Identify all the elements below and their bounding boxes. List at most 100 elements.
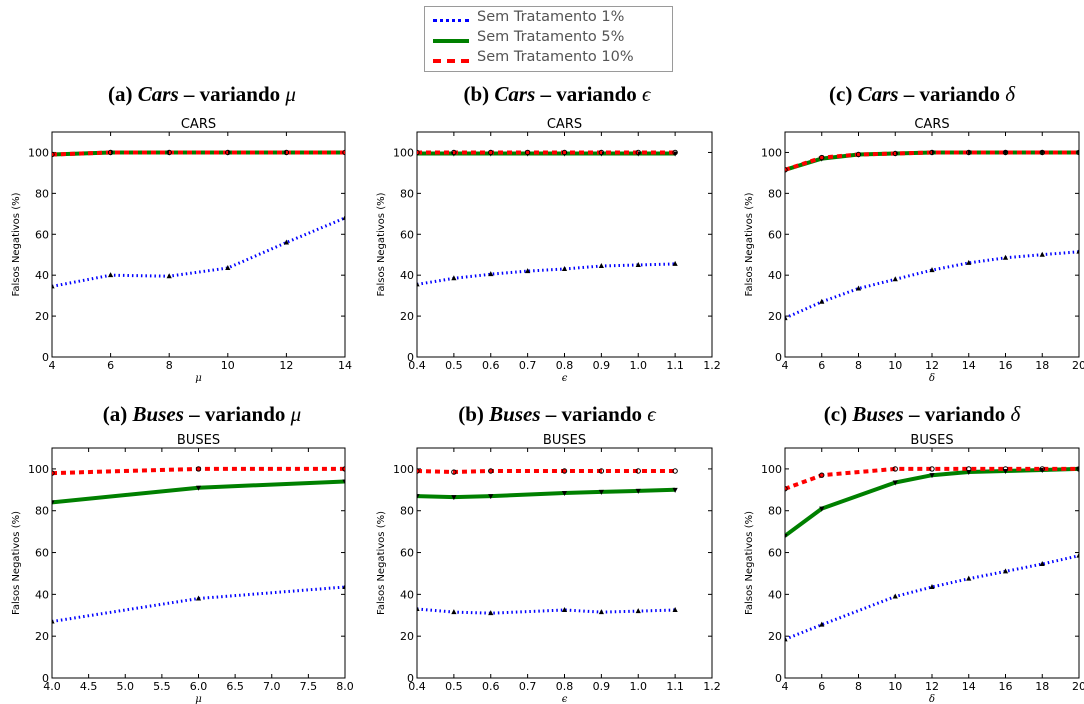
x-tick-label: 8 bbox=[166, 359, 173, 372]
y-tick-label: 40 bbox=[400, 588, 414, 601]
data-point bbox=[561, 607, 568, 613]
series-1pct bbox=[52, 214, 345, 289]
data-point bbox=[1039, 150, 1045, 156]
y-tick-label: 100 bbox=[28, 146, 49, 159]
data-point bbox=[417, 149, 420, 156]
x-tick-label: 6 bbox=[107, 359, 114, 372]
data-point bbox=[1076, 466, 1079, 472]
data-point bbox=[488, 494, 494, 500]
x-tick-label: 8 bbox=[855, 359, 862, 372]
x-tick-label: 10 bbox=[888, 680, 902, 693]
x-tick-label: 0.4 bbox=[408, 680, 426, 693]
data-point bbox=[892, 276, 898, 282]
data-point bbox=[561, 149, 568, 156]
x-tick-label: 12 bbox=[925, 359, 939, 372]
data-point bbox=[785, 486, 788, 492]
y-tick-label: 0 bbox=[42, 351, 49, 364]
plot-frame bbox=[784, 131, 1080, 358]
data-point bbox=[929, 149, 935, 156]
series-10pct bbox=[417, 468, 678, 475]
caption-symbol: μ bbox=[290, 402, 302, 426]
x-tick-label: 5.5 bbox=[153, 680, 171, 693]
x-tick-label: 0.5 bbox=[445, 680, 463, 693]
caption-symbol: δ bbox=[1010, 402, 1021, 426]
data-point bbox=[417, 281, 420, 287]
y-tick-label: 20 bbox=[35, 630, 49, 643]
data-point bbox=[785, 167, 788, 173]
series-10pct bbox=[785, 149, 1079, 173]
legend-label-1pct: Sem Tratamento 1% bbox=[477, 9, 625, 25]
x-tick-label: 1.2 bbox=[703, 680, 721, 693]
data-point bbox=[892, 150, 898, 157]
data-point bbox=[561, 266, 568, 272]
y-tick-label: 60 bbox=[768, 228, 782, 241]
data-point bbox=[966, 466, 972, 472]
x-tick-label: 1.1 bbox=[666, 359, 684, 372]
data-point bbox=[892, 480, 898, 486]
caption-cars-delta: (c) Cars – variando δ bbox=[742, 82, 1084, 107]
x-tick-label: 10 bbox=[888, 359, 902, 372]
x-tick-label: 1.2 bbox=[703, 359, 721, 372]
x-tick-label: 18 bbox=[1035, 680, 1049, 693]
data-point bbox=[488, 610, 494, 616]
data-point bbox=[1002, 149, 1009, 156]
data-point bbox=[635, 468, 641, 474]
y-tick-label: 80 bbox=[400, 505, 414, 518]
data-point bbox=[561, 468, 568, 474]
data-point bbox=[1002, 568, 1009, 574]
y-tick-label: 60 bbox=[768, 547, 782, 560]
x-tick-label: 4.0 bbox=[43, 680, 61, 693]
data-point bbox=[855, 151, 862, 158]
data-point bbox=[451, 149, 457, 156]
y-tick-label: 60 bbox=[35, 547, 49, 560]
x-tick-label: 18 bbox=[1035, 359, 1049, 372]
x-tick-label: 14 bbox=[962, 680, 976, 693]
chart-panel-3: CARS 4 6 8 10 12 14 16 18 20 0 20 40 60 80 100 δ Falsos N… bbox=[744, 117, 1084, 384]
caption-cars-epsilon: (b) Cars – variando ϵ bbox=[377, 82, 737, 107]
chart-panel-4: BUSES 4.0 4.5 5.0 5.5 6.0 6.5 7.0 7.5 8.0 0 20 40 60 8… bbox=[11, 433, 354, 704]
caption-cars-mu: (a) Cars – variando μ bbox=[22, 82, 382, 107]
data-point bbox=[195, 466, 202, 472]
caption-buses-mu: (a) Buses – variando μ bbox=[22, 402, 382, 427]
y-tick-label: 80 bbox=[768, 505, 782, 518]
y-tick-label: 80 bbox=[35, 187, 49, 200]
x-tick-label: 7.5 bbox=[300, 680, 318, 693]
series-1pct bbox=[785, 552, 1079, 642]
series-5pct bbox=[417, 487, 678, 501]
series-10pct bbox=[785, 466, 1079, 492]
data-point bbox=[52, 151, 55, 158]
data-point bbox=[525, 268, 531, 274]
y-tick-label: 20 bbox=[400, 630, 414, 643]
caption-prefix: (a) bbox=[108, 82, 138, 106]
y-tick-label: 20 bbox=[768, 630, 782, 643]
plot-frame bbox=[416, 131, 713, 358]
series-10pct bbox=[417, 149, 678, 156]
caption-buses-delta: (c) Buses – variando δ bbox=[742, 402, 1084, 427]
x-tick-label: 0.6 bbox=[482, 680, 500, 693]
data-point bbox=[488, 468, 494, 474]
caption-dataset: Cars bbox=[494, 82, 536, 106]
caption-dataset: Buses bbox=[132, 402, 184, 426]
data-point bbox=[524, 149, 531, 156]
series-line-10pct bbox=[52, 150, 345, 157]
y-tick-label: 0 bbox=[42, 672, 49, 685]
y-tick-label: 0 bbox=[775, 672, 782, 685]
chart-title: CARS bbox=[547, 117, 582, 132]
caption-symbol: ϵ bbox=[642, 82, 651, 106]
series-1pct bbox=[785, 248, 1079, 321]
series-1pct bbox=[52, 584, 345, 624]
plot-frame bbox=[416, 447, 713, 679]
x-tick-label: 8.0 bbox=[336, 680, 354, 693]
x-tick-label: 20 bbox=[1072, 680, 1084, 693]
caption-buses-epsilon: (b) Buses – variando ϵ bbox=[377, 402, 737, 427]
data-point bbox=[417, 606, 420, 611]
x-tick-label: 0.5 bbox=[445, 359, 463, 372]
legend-swatch-10pct bbox=[433, 59, 469, 63]
data-point bbox=[166, 273, 172, 279]
y-tick-label: 40 bbox=[400, 269, 414, 282]
legend-swatch-1pct bbox=[433, 19, 469, 22]
data-point bbox=[819, 506, 825, 512]
data-point bbox=[785, 315, 788, 321]
data-point bbox=[635, 149, 641, 156]
data-point bbox=[1076, 149, 1079, 156]
